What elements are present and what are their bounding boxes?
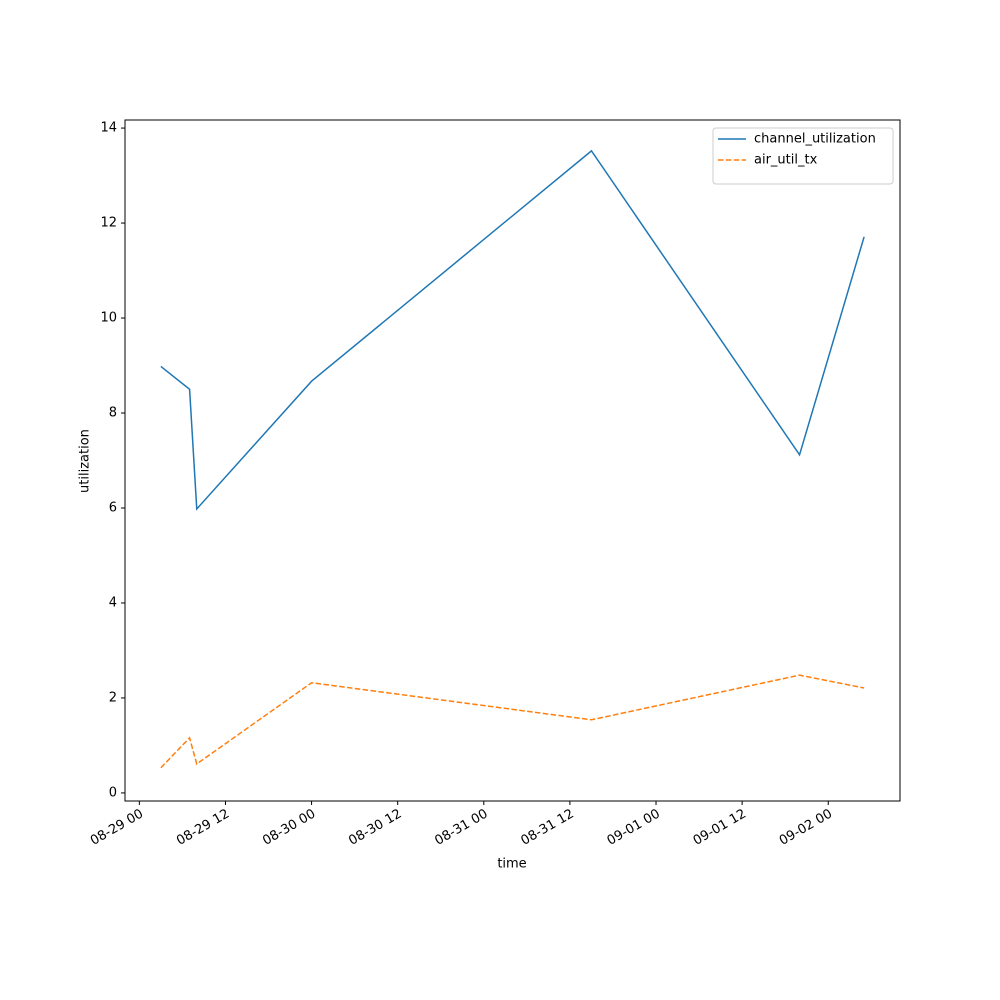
y-axis-label: utilization (78, 429, 93, 493)
y-tick-label: 14 (100, 121, 117, 136)
line-series (160, 674, 865, 769)
plot-frame (124, 119, 901, 802)
legend-label: air_util_tx (754, 153, 818, 168)
line-series (160, 149, 865, 511)
y-tick-label: 12 (100, 216, 117, 231)
y-tick-label: 0 (109, 785, 117, 800)
x-axis-label: time (497, 857, 526, 872)
legend-label: channel_utilization (754, 132, 876, 147)
y-tick-label: 4 (109, 595, 117, 610)
legend-box (712, 127, 894, 185)
y-tick-label: 8 (109, 406, 117, 421)
y-tick-label: 6 (109, 500, 117, 515)
y-tick-label: 10 (100, 311, 117, 326)
y-tick-label: 2 (109, 690, 117, 705)
